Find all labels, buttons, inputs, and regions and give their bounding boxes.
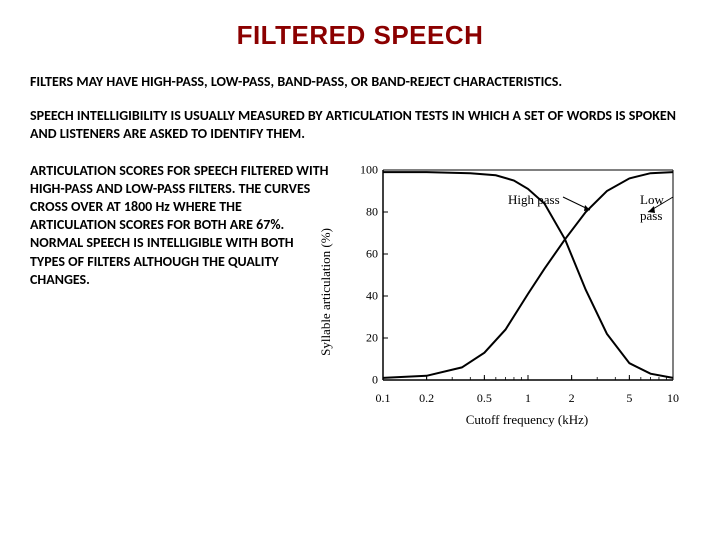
xtick: 10	[667, 391, 679, 406]
xtick: 0.2	[419, 391, 434, 406]
xtick: 1	[525, 391, 531, 406]
content-row: ARTICULATION SCORES FOR SPEECH FILTERED …	[30, 162, 690, 422]
ytick: 60	[356, 246, 378, 261]
chart-ylabel: Syllable articulation (%)	[318, 228, 334, 356]
ytick: 100	[356, 162, 378, 177]
paragraph-3: ARTICULATION SCORES FOR SPEECH FILTERED …	[30, 162, 330, 289]
ytick: 40	[356, 288, 378, 303]
curve-label: High pass	[508, 192, 560, 208]
chart-xlabel: Cutoff frequency (kHz)	[466, 412, 589, 428]
ytick: 0	[356, 372, 378, 387]
paragraph-1: FILTERS MAY HAVE HIGH-PASS, LOW-PASS, BA…	[30, 73, 690, 91]
xtick: 5	[626, 391, 632, 406]
ytick: 20	[356, 330, 378, 345]
page-title: FILTERED SPEECH	[30, 20, 690, 51]
curve-label: Low pass	[640, 192, 688, 224]
xtick: 2	[569, 391, 575, 406]
xtick: 0.1	[376, 391, 391, 406]
xtick: 0.5	[477, 391, 492, 406]
paragraph-2: SPEECH INTELLIGIBILITY IS USUALLY MEASUR…	[30, 107, 690, 143]
ytick: 80	[356, 204, 378, 219]
articulation-chart: Syllable articulation (%) Cutoff frequen…	[338, 162, 688, 422]
